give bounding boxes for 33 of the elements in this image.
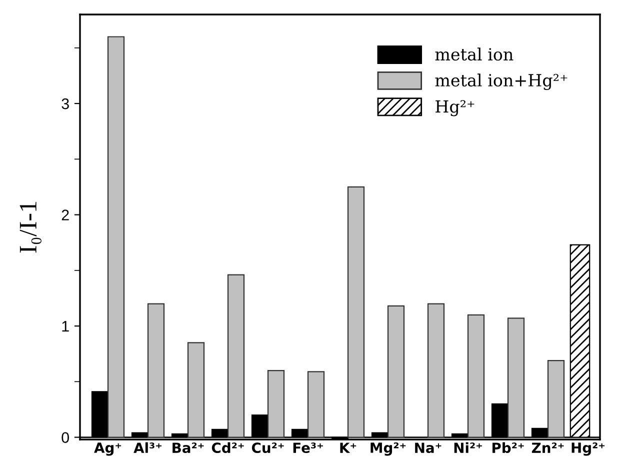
bar bbox=[187, 342, 205, 438]
legend-label: metal ion+Hg²⁺ bbox=[435, 74, 568, 90]
bar bbox=[107, 36, 125, 438]
x-tick-label: Zn²⁺ bbox=[532, 442, 564, 453]
x-tick-label: Pb²⁺ bbox=[492, 442, 524, 454]
x-tick-label: Na⁺ bbox=[415, 442, 442, 454]
bar bbox=[507, 318, 525, 438]
bar bbox=[307, 371, 325, 438]
x-tick-label: Ba²⁺ bbox=[172, 442, 204, 454]
x-tick-label: Ni²⁺ bbox=[454, 442, 482, 453]
bar bbox=[267, 370, 285, 438]
bar bbox=[387, 305, 405, 438]
x-tick-label: Cu²⁺ bbox=[252, 442, 284, 454]
bar bbox=[427, 303, 445, 438]
x-tick-label: Cd²⁺ bbox=[212, 442, 244, 454]
y-tick-label: 3 bbox=[62, 98, 69, 110]
bar bbox=[467, 314, 485, 438]
x-tick-label: Al³⁺ bbox=[134, 442, 162, 453]
bar bbox=[147, 303, 165, 438]
y-axis-title: I₀/I-1 bbox=[20, 202, 42, 253]
legend-label: metal ion bbox=[435, 48, 514, 61]
bar bbox=[547, 360, 565, 438]
y-tick-label: 2 bbox=[62, 210, 69, 220]
x-tick-label: Ag⁺ bbox=[94, 442, 122, 456]
x-tick-label: Fe³⁺ bbox=[293, 442, 323, 454]
x-tick-label: K⁺ bbox=[340, 442, 356, 453]
bar bbox=[347, 186, 365, 438]
y-tick-label: 1 bbox=[62, 321, 69, 332]
y-tick-label: 0 bbox=[62, 432, 69, 443]
x-tick-label: Mg²⁺ bbox=[370, 442, 406, 456]
legend-label: Hg²⁺ bbox=[436, 100, 474, 116]
x-tick-label: Hg²⁺ bbox=[572, 442, 605, 456]
bar bbox=[227, 274, 245, 438]
